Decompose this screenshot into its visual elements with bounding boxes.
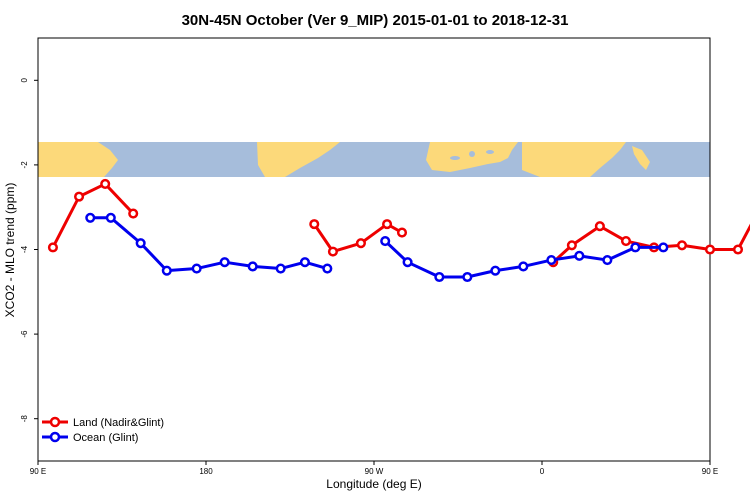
- y-tick-label-1: -2: [20, 161, 29, 169]
- x-axis-label: Longitude (deg E): [326, 477, 421, 491]
- series-1-point-0-0: [85, 212, 96, 223]
- series-0-point-0-0: [47, 242, 58, 253]
- series-1-line-0: [90, 216, 328, 273]
- series-0-line-0: [51, 182, 135, 249]
- map-sea-3: [469, 151, 475, 157]
- series-1: [85, 212, 669, 283]
- y-tick-label-2: -4: [20, 245, 29, 253]
- series-1-point-1-5: [518, 261, 529, 272]
- map-land-0: [38, 142, 118, 177]
- legend-entry-ocean: Ocean (Glint): [42, 431, 138, 444]
- series-1-point-0-4: [191, 263, 202, 274]
- series-0-point-1-4: [396, 227, 408, 238]
- series-0-point-1-1: [327, 246, 338, 257]
- series-0-point-1-0: [309, 219, 320, 230]
- y-tick-label-4: -8: [20, 415, 29, 423]
- legend-label-land: Land (Nadir&Glint): [73, 417, 164, 429]
- legend-marker-land: [49, 416, 61, 428]
- chart-title: 30N-45N October (Ver 9_MIP) 2015-01-01 t…: [182, 12, 569, 29]
- legend-marker-ocean: [49, 431, 61, 443]
- series-0-point-0-2: [100, 178, 111, 189]
- series-0-point-2-2: [594, 221, 605, 232]
- series-1-line-1: [384, 239, 664, 279]
- y-tick-label-3: -6: [20, 330, 29, 338]
- legend: Land (Nadir&Glint) Ocean (Glint): [42, 416, 164, 444]
- world-map-band: [38, 142, 710, 177]
- series-1-point-1-1: [402, 257, 413, 268]
- map-land-3: [522, 142, 626, 177]
- map-land-1: [257, 142, 340, 177]
- series-0-point-2-1: [566, 240, 577, 251]
- series-1-point-0-2: [135, 238, 146, 249]
- x-tick-label-3: 0: [540, 467, 545, 476]
- series-1-point-1-3: [462, 271, 473, 283]
- series-1-point-1-2: [434, 271, 445, 283]
- y-axis: 0 -2 -4 -6 -8: [20, 78, 38, 423]
- series-1-point-0-8: [299, 257, 310, 268]
- series-0-point-2-6: [704, 244, 716, 255]
- series-0-point-2-3: [620, 235, 632, 247]
- series-1-point-1-0: [380, 235, 391, 247]
- series-0-point-2-7: [732, 244, 744, 255]
- series-1-point-0-9: [322, 263, 333, 274]
- series-1-point-1-10: [658, 242, 669, 253]
- series-1-point-0-6: [247, 261, 258, 272]
- plot-frame: [37, 37, 711, 462]
- map-land-4: [632, 146, 650, 170]
- series-1-point-0-7: [275, 263, 286, 274]
- legend-label-ocean: Ocean (Glint): [73, 432, 138, 444]
- series-0-point-1-2: [355, 238, 366, 249]
- legend-entry-land: Land (Nadir&Glint): [42, 416, 164, 429]
- x-tick-label-4: 90 E: [702, 467, 718, 476]
- series-0-point-0-1: [74, 191, 85, 202]
- map-sea-0: [371, 148, 385, 152]
- map-sea-2: [486, 150, 494, 154]
- series-1-point-1-7: [574, 250, 585, 261]
- series-0-point-2-5: [676, 240, 688, 251]
- series-1-point-0-3: [161, 265, 172, 276]
- map-sea-1: [450, 156, 460, 160]
- y-tick-label-0: 0: [20, 78, 29, 83]
- x-tick-label-0: 90 E: [30, 467, 46, 476]
- y-axis-label: XCO2 - MLO trend (ppm): [3, 183, 17, 318]
- series-1-point-0-1: [105, 212, 116, 223]
- x-tick-label-2: 90 W: [365, 467, 384, 476]
- x-tick-label-1: 180: [199, 467, 213, 476]
- series-1-point-1-4: [490, 265, 501, 276]
- series-0-point-1-3: [382, 219, 393, 230]
- series-1-point-1-9: [630, 242, 641, 253]
- series-layer: [47, 178, 750, 283]
- series-1-point-1-6: [546, 255, 557, 266]
- series-1-point-1-8: [602, 255, 613, 266]
- series-0-point-0-3: [128, 208, 139, 219]
- series-0: [47, 178, 750, 268]
- series-1-point-0-5: [219, 257, 230, 268]
